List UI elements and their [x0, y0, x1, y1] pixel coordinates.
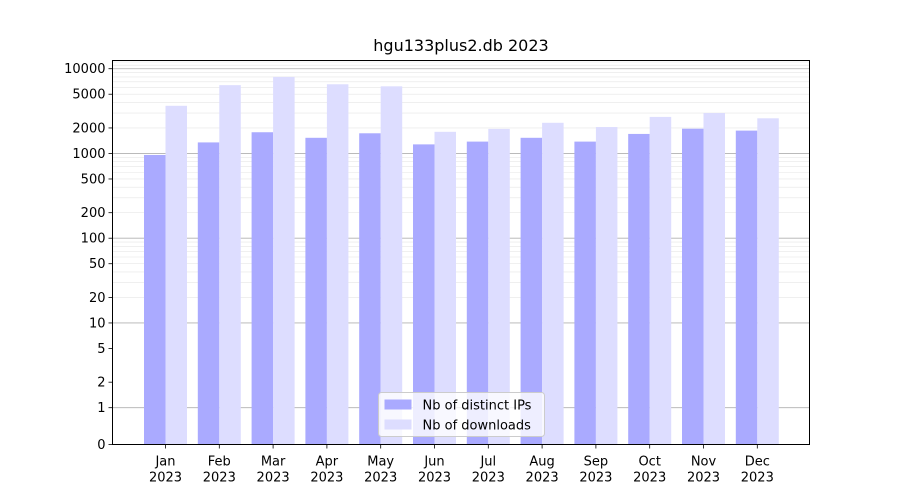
y-tick-label: 500 [81, 172, 106, 187]
bar-downloads [757, 118, 779, 445]
y-tick-label: 2 [97, 376, 105, 391]
bar-downloads [380, 86, 403, 445]
x-tick-label-month: Jun [423, 455, 444, 470]
x-tick-label-month: Jan [154, 455, 175, 470]
y-tick-label: 10000 [64, 62, 105, 77]
x-tick-label-month: Dec [745, 455, 770, 470]
bar-downloads [219, 85, 241, 445]
x-tick-label-month: Mar [261, 455, 286, 470]
x-tick-label-year: 2023 [203, 471, 236, 486]
x-tick-label-year: 2023 [257, 471, 290, 486]
x-tick-label-month: Apr [316, 455, 339, 470]
x-tick-label-month: Jul [479, 455, 496, 470]
bars-layer [144, 76, 779, 445]
y-tick-label: 1 [97, 401, 105, 416]
bar-distinct-ips [305, 137, 327, 445]
x-tick-label-year: 2023 [579, 471, 612, 486]
y-tick-label: 10 [89, 316, 106, 331]
bar-distinct-ips [251, 132, 274, 445]
bar-distinct-ips [682, 128, 704, 445]
y-tick-label: 1000 [72, 147, 105, 162]
x-tick-label-year: 2023 [526, 471, 559, 486]
bar-distinct-ips [359, 133, 381, 445]
bar-downloads [703, 113, 725, 445]
legend-box [378, 392, 545, 437]
x-tick-label-year: 2023 [633, 471, 666, 486]
x-tick-label-month: Aug [529, 455, 554, 470]
legend-label: Nb of downloads [423, 419, 532, 434]
x-tick-label-month: Feb [208, 455, 231, 470]
bar-distinct-ips [466, 141, 489, 445]
x-tick-label-year: 2023 [472, 471, 505, 486]
legend-swatch [384, 399, 412, 410]
x-axis: Jan2023Feb2023Mar2023Apr2023May2023Jun20… [149, 444, 774, 486]
x-tick-label-year: 2023 [418, 471, 451, 486]
y-tick-label: 0 [97, 438, 105, 453]
legend-swatch [384, 419, 412, 430]
bar-distinct-ips [413, 144, 435, 445]
bar-distinct-ips [144, 154, 166, 445]
bar-distinct-ips [197, 142, 220, 445]
x-tick-label-year: 2023 [310, 471, 343, 486]
bar-distinct-ips [520, 137, 543, 445]
bar-downloads [595, 127, 618, 445]
x-tick-label-year: 2023 [364, 471, 397, 486]
y-tick-label: 100 [81, 232, 106, 247]
bar-downloads [488, 128, 510, 445]
x-tick-label-month: Nov [691, 455, 717, 470]
bar-distinct-ips [735, 130, 758, 445]
x-tick-label-month: Sep [584, 455, 609, 470]
bar-distinct-ips [574, 141, 596, 445]
y-axis: 0 1 2 5 10 20 50 100 200 500 1000 2000 5000 10000 [64, 62, 113, 453]
x-tick-label-month: May [367, 455, 394, 470]
y-tick-label: 5 [97, 342, 105, 357]
bar-downloads [649, 116, 672, 445]
legend: Nb of distinct IPs Nb of downloads [378, 392, 545, 437]
bar-downloads [326, 84, 349, 445]
y-tick-label: 20 [89, 291, 106, 306]
x-tick-label-month: Oct [638, 455, 660, 470]
y-tick-label: 50 [89, 257, 106, 272]
bar-downloads [273, 76, 295, 445]
y-tick-label: 200 [81, 206, 106, 221]
bar-distinct-ips [628, 133, 650, 445]
legend-label: Nb of distinct IPs [423, 399, 532, 414]
x-tick-label-year: 2023 [741, 471, 774, 486]
plot-frame [112, 60, 810, 445]
y-tick-label: 5000 [72, 88, 105, 103]
x-tick-label-year: 2023 [149, 471, 182, 486]
y-tick-label: 2000 [72, 121, 105, 136]
bar-downloads [165, 105, 187, 445]
chart-title: hgu133plus2.db 2023 [373, 36, 548, 55]
bar-downloads [434, 131, 456, 445]
x-tick-label-year: 2023 [687, 471, 720, 486]
bar-downloads [542, 122, 564, 445]
